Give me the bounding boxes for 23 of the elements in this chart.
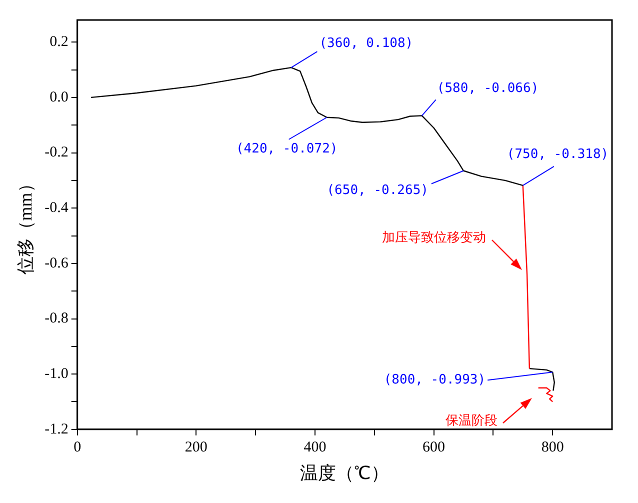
x-tick-label: 800 bbox=[541, 439, 564, 456]
y-tick-label: 0.2 bbox=[50, 34, 68, 50]
y-tick-label: -1.0 bbox=[44, 366, 68, 382]
annotation: (800, -0.993) bbox=[384, 372, 486, 388]
y-tick-label: -1.2 bbox=[44, 421, 68, 438]
x-tick-label: 0 bbox=[74, 439, 82, 456]
x-axis-title: 温度（℃） bbox=[300, 462, 390, 483]
annotation: (750, -0.318) bbox=[506, 146, 609, 162]
x-tick-label: 400 bbox=[304, 439, 326, 456]
annotation: (420, -0.072) bbox=[236, 142, 338, 157]
x-tick-label: 600 bbox=[422, 439, 446, 456]
x-tick-label: 200 bbox=[184, 439, 208, 456]
y-tick-label: -0.8 bbox=[44, 310, 68, 327]
annotation: (360, 0.108) bbox=[319, 36, 414, 51]
y-tick-label: -0.2 bbox=[44, 144, 68, 161]
annotation: 保温阶段 bbox=[445, 413, 498, 428]
y-tick-label: -0.4 bbox=[44, 200, 69, 216]
annotation: (650, -0.265) bbox=[326, 183, 428, 198]
y-axis-title: 位移（mm） bbox=[16, 174, 36, 275]
y-tick-label: -0.6 bbox=[44, 255, 69, 272]
y-tick-label: 0.0 bbox=[50, 89, 68, 106]
annotation: (580, -0.066) bbox=[436, 81, 539, 96]
annotation: 加压导致位移变动 bbox=[382, 230, 486, 246]
